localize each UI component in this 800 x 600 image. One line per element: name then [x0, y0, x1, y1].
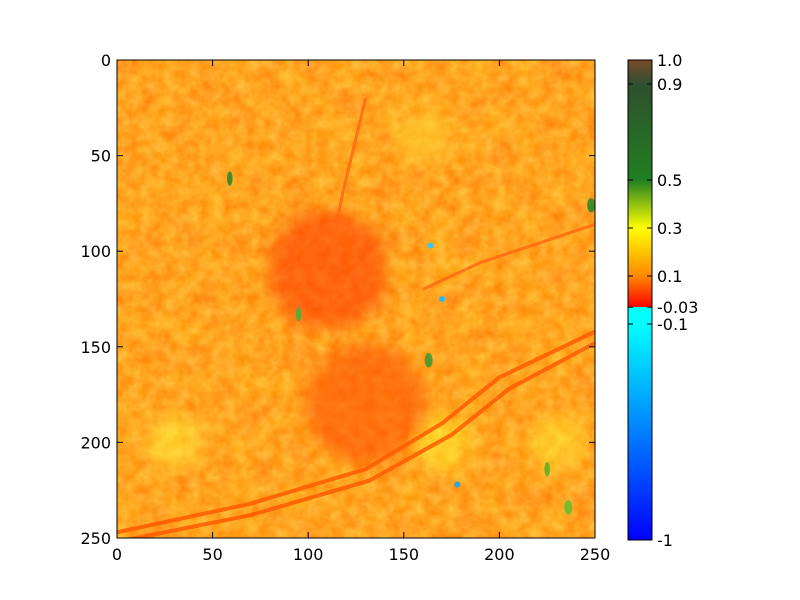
colorbar-ticks: 1.0 0.9 0.5 0.3 0.1 -0.03-0.1 -1: [628, 51, 698, 550]
x-tick-label: 100: [293, 545, 324, 564]
colorbar-tick-label: 0.1: [657, 267, 682, 286]
feature-green-patch: [424, 352, 433, 368]
colorbar-tick-label: 0.9: [657, 75, 682, 94]
feature-water: [454, 481, 461, 488]
x-tick-label: 0: [112, 545, 122, 564]
colorbar-tick-label: -0.03: [657, 298, 698, 317]
corridor-rail: [117, 329, 595, 535]
corridor-road: [325, 97, 368, 271]
x-tick-label: 250: [580, 545, 611, 564]
feature-vegetation: [146, 414, 203, 471]
colorbar-tick-label: 0.3: [657, 219, 682, 238]
corridor-rail: [125, 341, 595, 538]
y-tick-label: 50: [91, 147, 111, 166]
feature-green-patch: [587, 198, 595, 213]
colorbar-gradient: [628, 60, 652, 540]
y-tick-label: 100: [80, 242, 111, 261]
feature-water: [439, 296, 446, 302]
feature-green-patch: [295, 307, 302, 322]
x-axis: 0 50 100 150 200 250: [112, 60, 610, 564]
feature-water: [427, 242, 434, 249]
plot-frame: [116, 59, 596, 539]
x-tick-label: 150: [389, 545, 420, 564]
corridor-road: [422, 222, 595, 291]
feature-vegetation: [394, 108, 451, 165]
colorbar-tick-label: -1: [657, 531, 673, 550]
y-tick-label: 0: [101, 51, 111, 70]
heatmap-corridors: [117, 97, 595, 538]
colorbar-tick-label: -0.1: [657, 315, 688, 334]
x-tick-label: 200: [484, 545, 515, 564]
y-axis: 0 50 100 150 200 250: [80, 51, 595, 548]
heatmap-image: [117, 60, 595, 538]
y-tick-label: 250: [80, 529, 111, 548]
feature-green-patch: [544, 461, 550, 477]
y-tick-label: 150: [80, 338, 111, 357]
colorbar-tick-label: 0.5: [657, 171, 682, 190]
colorbar-tick-label: 1.0: [657, 51, 682, 70]
feature-vegetation: [528, 414, 585, 471]
feature-urban-core: [267, 210, 388, 331]
colorbar: 1.0 0.9 0.5 0.3 0.1 -0.03-0.1 -1: [627, 51, 698, 550]
x-tick-label: 50: [202, 545, 222, 564]
y-tick-label: 200: [80, 433, 111, 452]
feature-green-patch: [227, 171, 233, 186]
feature-urban-core: [305, 344, 426, 465]
colorbar-frame: [627, 59, 653, 541]
feature-green-patch: [564, 500, 573, 515]
